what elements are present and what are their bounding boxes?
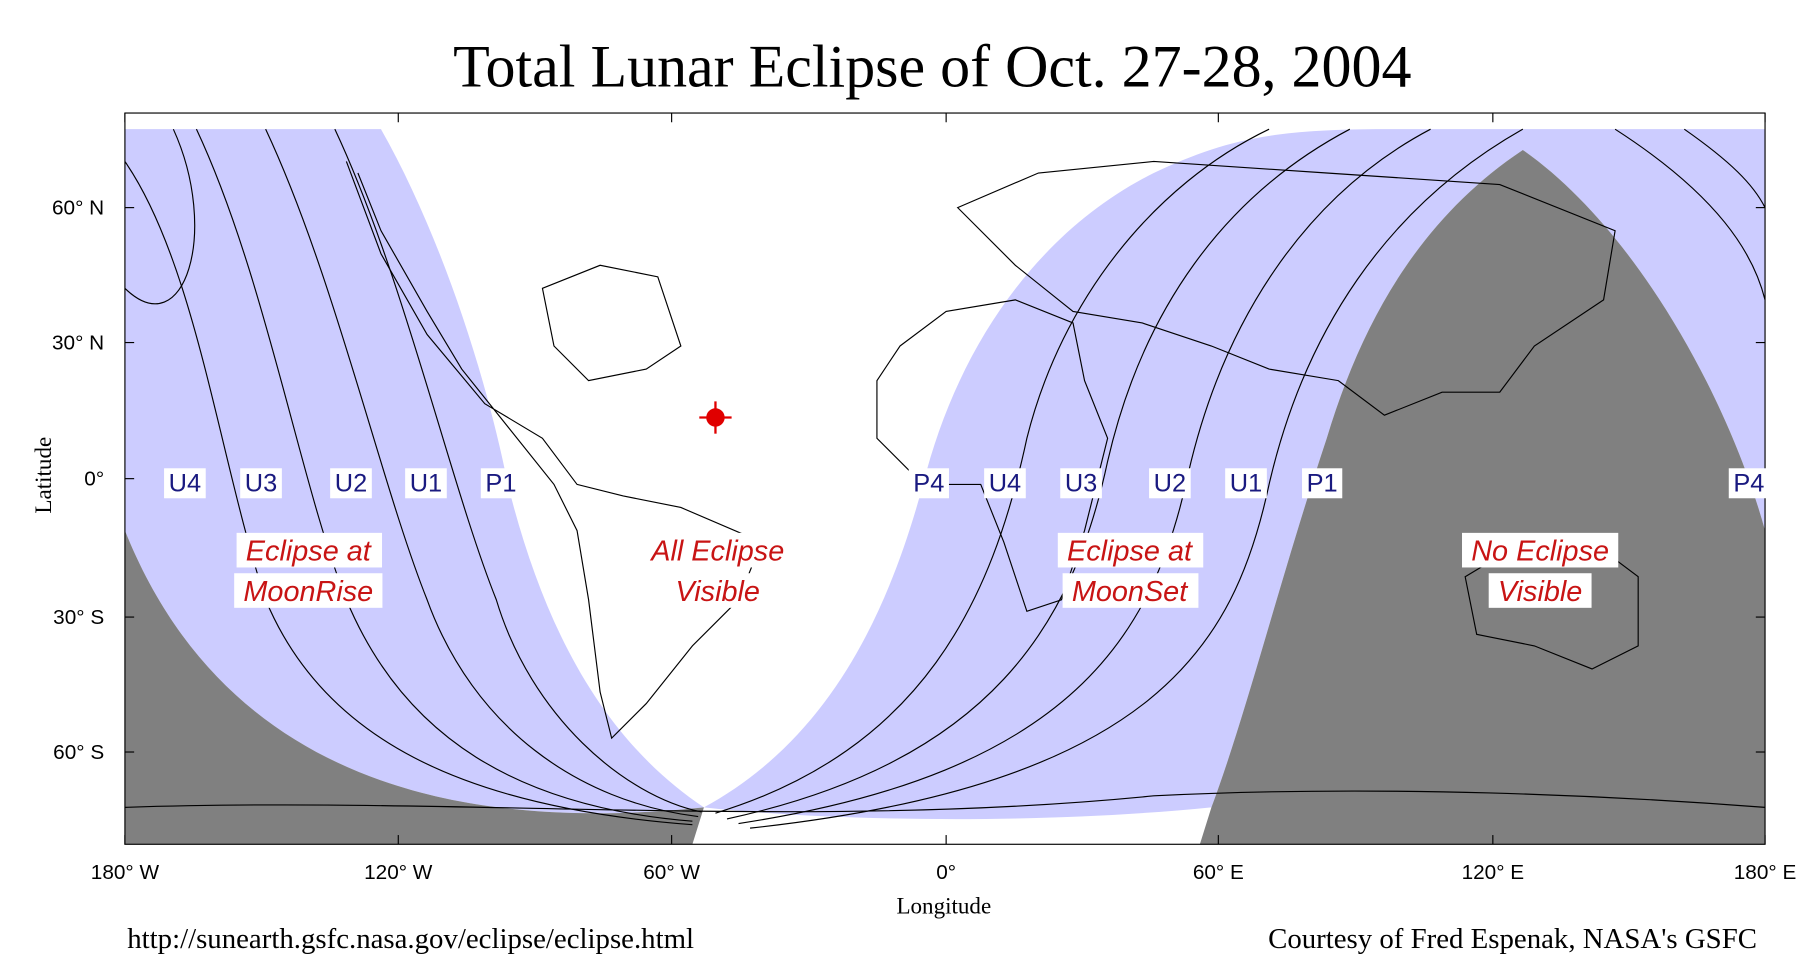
- contact-label: P4: [913, 469, 944, 497]
- contact-label: U3: [245, 469, 277, 497]
- contact-label: P1: [1307, 469, 1338, 497]
- contact-label-group: P1: [1302, 468, 1343, 499]
- y-tick-label: 30° S: [53, 606, 104, 629]
- contact-label-box: [1060, 468, 1102, 499]
- region-label-group: Visible: [666, 573, 770, 608]
- moon-marker: [699, 401, 732, 434]
- x-tick-label: 180° W: [91, 861, 160, 884]
- coastline: [876, 299, 1109, 613]
- region-label: All Eclipse: [649, 536, 784, 568]
- contact-label: U2: [1154, 469, 1186, 497]
- y-tick-label: 30° N: [52, 331, 104, 354]
- x-tick-label: 60° W: [643, 861, 700, 884]
- y-tick-label: 60° N: [52, 197, 104, 220]
- no-eclipse-zone: [1199, 149, 1766, 845]
- ticks: 60° N 30° N 0° 30° S 60° S 180° W 120° W 60° W 0…: [52, 113, 1796, 884]
- coastline: [124, 790, 1766, 813]
- contact-label-box: [1149, 468, 1191, 499]
- x-tick-label: 120° E: [1462, 861, 1525, 884]
- contact-label-box: [164, 468, 206, 499]
- contact-label-box: [908, 468, 949, 499]
- x-axis-label: Longitude: [896, 892, 991, 918]
- region-label-group: Eclipse at: [1057, 532, 1204, 568]
- region-label-group: MoonSet: [1062, 573, 1199, 608]
- contact-label-box: [330, 468, 372, 499]
- contact-label: U2: [335, 469, 367, 497]
- x-tick-label: 120° W: [364, 861, 433, 884]
- coastline: [541, 264, 682, 382]
- contact-label-group: P4: [1728, 468, 1770, 499]
- contact-label-box: [240, 468, 282, 499]
- contact-label: U1: [1230, 469, 1262, 497]
- region-label-box: [1062, 573, 1199, 608]
- y-tick-label: 0°: [84, 468, 104, 491]
- x-tick-label: 60° E: [1193, 861, 1244, 884]
- footer-left: http://sunearth.gsfc.nasa.gov/eclipse/ec…: [127, 923, 694, 955]
- contact-label-box: [1302, 468, 1343, 499]
- contact-label: U3: [1065, 469, 1097, 497]
- contact-curve: [334, 128, 702, 813]
- contact-curve: [726, 128, 1351, 820]
- y-axis-label: Latitude: [30, 437, 56, 514]
- contact-label-group: U3: [240, 468, 282, 499]
- contact-label: U1: [410, 469, 442, 497]
- region-label-box: [236, 532, 383, 568]
- contact-curve: [1683, 128, 1766, 208]
- region-label: MoonSet: [1072, 576, 1189, 608]
- region-label: Visible: [676, 576, 760, 608]
- contact-label-group: P4: [908, 468, 949, 499]
- x-tick-label: 0°: [936, 861, 956, 884]
- contact-label-group: U1: [1225, 468, 1267, 499]
- region-label-group: MoonRise: [234, 573, 383, 608]
- region-label-group: Visible: [1488, 573, 1592, 608]
- coastline: [345, 161, 763, 740]
- contact-label-group: U2: [1149, 468, 1191, 499]
- title: Total Lunar Eclipse of Oct. 27-28, 2004: [453, 34, 1411, 100]
- coastline: [956, 160, 1616, 416]
- region-label-box: [234, 573, 383, 608]
- region-label-group: No Eclipse: [1462, 532, 1619, 568]
- contact-curve: [265, 128, 699, 818]
- contact-label-box: [405, 468, 447, 499]
- contact-label: U4: [169, 469, 201, 497]
- no-eclipse-zone: [124, 530, 704, 845]
- contact-curve: [749, 128, 1524, 829]
- region-label-box: [640, 532, 794, 568]
- contact-label: U4: [989, 469, 1021, 497]
- contact-label-group: U2: [330, 468, 372, 499]
- contact-curve: [1614, 128, 1766, 301]
- labels: U4 U3 U2 U1 P1 P4 U4 U3 U2 U1 P1 P4 Eclipse at MoonRi…: [164, 468, 1770, 608]
- contact-label-group: U3: [1060, 468, 1102, 499]
- region-label: No Eclipse: [1471, 536, 1609, 568]
- region-label-group: All Eclipse: [640, 532, 794, 568]
- contact-label-box: [480, 468, 522, 499]
- region-label: MoonRise: [243, 576, 373, 608]
- region-label-box: [1057, 532, 1204, 568]
- x-tick-label: 180° E: [1734, 861, 1797, 884]
- contact-label-group: U4: [984, 468, 1026, 499]
- footer-right: Courtesy of Fred Espenak, NASA's GSFC: [1268, 923, 1757, 955]
- region-label-group: Eclipse at: [236, 532, 383, 568]
- contact-label-group: U4: [164, 468, 206, 499]
- contact-label-box: [1225, 468, 1267, 499]
- region-label-box: [1462, 532, 1619, 568]
- contact-label: P4: [1733, 469, 1764, 497]
- region-label-box: [1488, 573, 1592, 608]
- contact-label-box: [1728, 468, 1770, 499]
- region-label: Eclipse at: [1067, 536, 1194, 568]
- contact-label-group: P1: [480, 468, 522, 499]
- region-label: Visible: [1498, 576, 1582, 608]
- contact-curve: [124, 128, 196, 305]
- contact-label-group: U1: [405, 468, 447, 499]
- contact-label: P1: [485, 469, 516, 497]
- contact-curve: [715, 128, 1270, 814]
- region-label: Eclipse at: [246, 536, 373, 568]
- contact-label-box: [984, 468, 1026, 499]
- y-tick-label: 60° S: [53, 741, 104, 764]
- region-label-box: [666, 573, 770, 608]
